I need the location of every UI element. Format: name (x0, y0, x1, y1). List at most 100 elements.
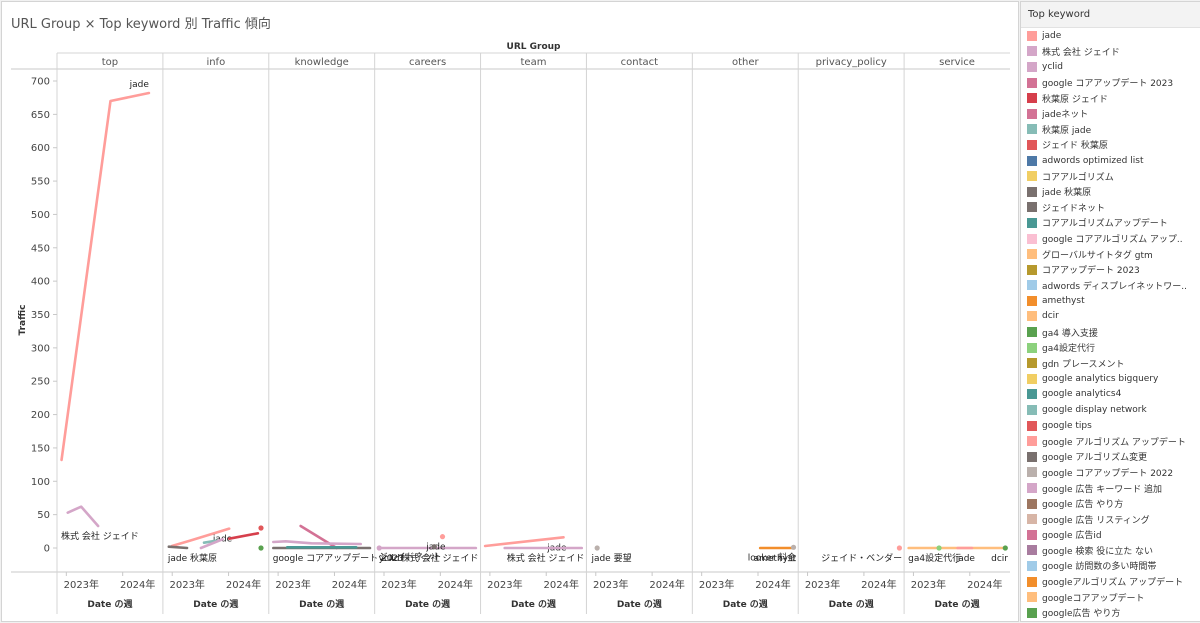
legend-swatch (1027, 576, 1037, 587)
legend-item[interactable]: jade 秋葉原 (1021, 184, 1200, 200)
legend-label: google analytics bigquery (1042, 373, 1159, 384)
series-label: 株式 会社 ジェイド (61, 530, 139, 542)
x-tick-label: 2023年 (593, 578, 628, 591)
legend-label: google コアアップデート 2023 (1042, 79, 1174, 90)
legend-swatch (1027, 607, 1037, 618)
legend-item[interactable]: 株式 会社 ジェイド (1021, 44, 1200, 60)
series-point (896, 545, 903, 551)
legend-item[interactable]: jade (1021, 28, 1200, 44)
legend-item[interactable]: google 広告id (1021, 527, 1200, 543)
legend-item[interactable]: google analytics4 (1021, 387, 1200, 403)
legend-item[interactable]: コアアルゴリズムアップデート (1021, 215, 1200, 231)
legend-item[interactable]: google display network (1021, 402, 1200, 418)
legend-item[interactable]: google コアアップデート 2022 (1021, 465, 1200, 481)
legend-swatch (1027, 311, 1037, 322)
y-tick-label: 50 (37, 510, 50, 521)
legend-label: ジェイド 秋葉原 (1042, 141, 1108, 152)
legend-item[interactable]: google 検索 役に立た ない (1021, 543, 1200, 559)
series-line (227, 532, 260, 540)
y-tick-label: 200 (31, 410, 50, 421)
legend-item[interactable]: グローバルサイトタグ gtm (1021, 246, 1200, 262)
legend-item[interactable]: dcir (1021, 309, 1200, 325)
legend-swatch (1027, 233, 1037, 244)
legend-item[interactable]: コアアルゴリズム (1021, 168, 1200, 184)
series-point (258, 525, 264, 531)
series-line (66, 505, 100, 528)
legend-item[interactable]: google アルゴリズム変更 (1021, 449, 1200, 465)
series-line (202, 539, 218, 544)
x-tick-label: 2024年 (332, 578, 367, 591)
x-axis-label: Date の週 (829, 599, 875, 610)
legend-item[interactable]: 秋葉原 ジェイド (1021, 90, 1200, 106)
legend-swatch (1027, 77, 1037, 88)
legend-item[interactable]: google 広告 リスティング (1021, 511, 1200, 527)
legend-item[interactable]: adwords ディスプレイネットワー.. (1021, 278, 1200, 294)
legend-item[interactable]: googleコアアップデート (1021, 589, 1200, 605)
legend-item[interactable]: google広告 やり方 (1021, 605, 1200, 621)
series-line (483, 536, 565, 548)
legend-swatch (1027, 498, 1037, 509)
series-label: 株式 会社 ジェイド (507, 552, 585, 564)
legend-item[interactable]: yclid (1021, 59, 1200, 75)
legend-item[interactable]: google analytics bigquery (1021, 371, 1200, 387)
legend-swatch (1027, 514, 1037, 525)
legend-item[interactable]: jadeネット (1021, 106, 1200, 122)
x-axis-label: Date の週 (299, 599, 345, 610)
legend-item[interactable]: google アルゴリズム アップデート (1021, 433, 1200, 449)
legend-label: adwords optimized list (1042, 155, 1144, 166)
legend-label: jade 秋葉原 (1042, 188, 1092, 199)
legend-item[interactable]: googleアルゴリズム アップデート (1021, 574, 1200, 590)
legend-swatch (1027, 186, 1037, 197)
legend-item[interactable]: 秋葉原 jade (1021, 122, 1200, 138)
legend-item[interactable]: google tips (1021, 418, 1200, 434)
x-tick-label: 2024年 (438, 578, 473, 591)
x-tick-label: 2023年 (381, 578, 416, 591)
legend-item[interactable]: amethyst (1021, 293, 1200, 309)
legend-item[interactable]: adwords optimized list (1021, 153, 1200, 169)
y-tick-label: 250 (31, 377, 50, 388)
legend-title: Top keyword (1021, 2, 1200, 28)
legend-swatch (1027, 155, 1037, 166)
y-tick-label: 350 (31, 310, 50, 321)
legend-swatch (1027, 545, 1037, 556)
legend-item[interactable]: google コアアップデート 2023 (1021, 75, 1200, 91)
legend-item[interactable]: ga4設定代行 (1021, 340, 1200, 356)
series-label: looker 料金 (748, 551, 797, 563)
legend-item[interactable]: gdn プレースメント (1021, 355, 1200, 371)
legend-swatch (1027, 46, 1037, 57)
series-point (594, 545, 600, 551)
series-label: jade 要望 (590, 552, 631, 564)
legend-item[interactable]: google 広告 やり方 (1021, 496, 1200, 512)
legend-label: ga4設定代行 (1042, 344, 1095, 355)
legend-swatch (1027, 61, 1037, 72)
legend-item[interactable]: ga4 導入支援 (1021, 324, 1200, 340)
x-tick-label: 2024年 (649, 578, 684, 591)
legend-swatch (1027, 451, 1037, 462)
series-point (376, 545, 382, 551)
series-line (272, 540, 363, 546)
y-tick-label: 150 (31, 443, 50, 454)
legend-item[interactable]: ジェイドネット (1021, 200, 1200, 216)
legend-label: ga4 導入支援 (1042, 328, 1098, 339)
y-tick-label: 500 (31, 210, 50, 221)
legend-label: google 広告 リスティング (1042, 515, 1150, 526)
series-label: dcir (991, 554, 1008, 564)
legend-item[interactable]: ジェイド 秋葉原 (1021, 137, 1200, 153)
panel-header: careers (409, 57, 446, 68)
panel-header: info (206, 57, 225, 68)
legend-swatch (1027, 592, 1037, 603)
x-tick-label: 2023年 (64, 578, 99, 591)
legend-item[interactable]: google コアアルゴリズム アップ.. (1021, 231, 1200, 247)
legend-label: 秋葉原 ジェイド (1042, 94, 1108, 105)
series-point (790, 544, 797, 550)
legend-label: 株式 会社 ジェイド (1042, 47, 1120, 58)
panel-header: contact (621, 57, 659, 68)
legend-swatch (1027, 139, 1037, 150)
series-label: yclid (379, 554, 400, 564)
x-axis-label: Date の週 (87, 599, 133, 610)
legend-label: google 訪問数の多い時間帯 (1042, 562, 1157, 573)
legend-swatch (1027, 93, 1037, 104)
legend-item[interactable]: google 広告 キーワード 追加 (1021, 480, 1200, 496)
legend-item[interactable]: コアアップデート 2023 (1021, 262, 1200, 278)
legend-item[interactable]: google 訪問数の多い時間帯 (1021, 558, 1200, 574)
